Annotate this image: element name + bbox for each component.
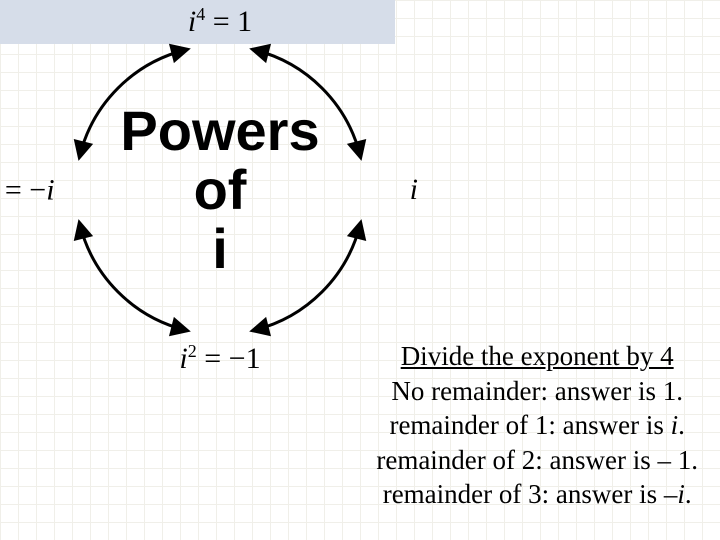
title-line2: of (194, 158, 247, 221)
formula-right-base: i (410, 173, 418, 206)
rules-block: Divide the exponent by 4 No remainder: a… (376, 339, 698, 512)
formula-top-rhs: 1 (237, 5, 252, 38)
formula-bottom: i2 = −1 (179, 341, 260, 376)
rule-line-2: remainder of 2: answer is – 1. (376, 443, 698, 478)
rule-line-3: remainder of 3: answer is –i. (376, 477, 698, 512)
cycle-diagram: Powers of i i4 = 1 i i2 = −1 i3 = −i (40, 10, 400, 370)
formula-left: i3 = −i (0, 173, 55, 208)
formula-left-rhs: i (46, 174, 54, 207)
rule-line-1: remainder of 1: answer is i. (376, 408, 698, 443)
formula-top: i4 = 1 (188, 4, 252, 39)
rule-line-0: No remainder: answer is 1. (376, 374, 698, 409)
formula-bottom-exp: 2 (188, 341, 197, 361)
formula-top-exp: 4 (196, 4, 205, 24)
formula-right: i (410, 173, 418, 207)
title-line1: Powers (120, 99, 319, 162)
diagram-title: Powers of i (120, 102, 319, 278)
rules-heading: Divide the exponent by 4 (376, 339, 698, 374)
formula-bottom-rhs: −1 (229, 342, 261, 375)
title-line3: i (212, 216, 228, 279)
